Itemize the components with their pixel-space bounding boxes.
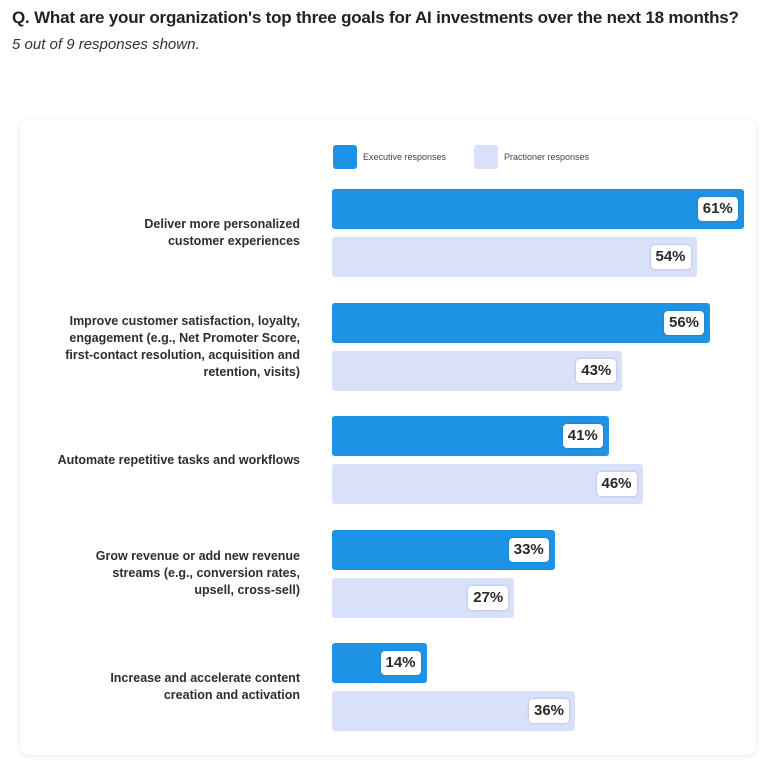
- question-title: Q. What are your organization's top thre…: [12, 8, 739, 27]
- data-label: 61%: [697, 197, 738, 221]
- data-label: 36%: [529, 699, 570, 723]
- category-label: Grow revenue or add new revenue streams (…: [95, 549, 300, 597]
- data-label: 27%: [468, 585, 509, 610]
- data-label: 33%: [508, 537, 549, 562]
- category-label: Deliver more personalized customer experi…: [144, 217, 300, 248]
- question-subtitle: 5 out of 9 responses shown.: [12, 36, 200, 53]
- legend-executive: Executive responses: [333, 145, 446, 169]
- category-label: Improve customer satisfaction, loyalty, e…: [65, 313, 300, 379]
- data-label: 56%: [664, 310, 705, 335]
- chart-card: Executive responses Practioner responses…: [20, 119, 756, 755]
- bar-practitioner: [332, 464, 643, 504]
- bar-practitioner: [332, 237, 697, 277]
- data-label: 41%: [562, 424, 603, 448]
- bar-executive: [332, 189, 744, 229]
- bar-executive: [332, 416, 609, 456]
- legend-practitioner: Practioner responses: [474, 145, 589, 169]
- category-label: Automate repetitive tasks and workflows: [57, 452, 300, 467]
- data-label: 46%: [596, 472, 637, 496]
- data-label: 14%: [380, 651, 421, 675]
- legend-label-executive: Executive responses: [363, 152, 447, 162]
- category-label: Increase and accelerate content creation …: [110, 671, 300, 702]
- bar-practitioner: [332, 350, 623, 391]
- data-label: 43%: [576, 358, 617, 383]
- legend-swatch-executive: [333, 145, 357, 169]
- legend-swatch-practitioner: [474, 145, 498, 169]
- data-label: 54%: [650, 245, 691, 269]
- legend-label-practitioner: Practioner responses: [504, 152, 590, 162]
- bar-executive: [332, 302, 710, 343]
